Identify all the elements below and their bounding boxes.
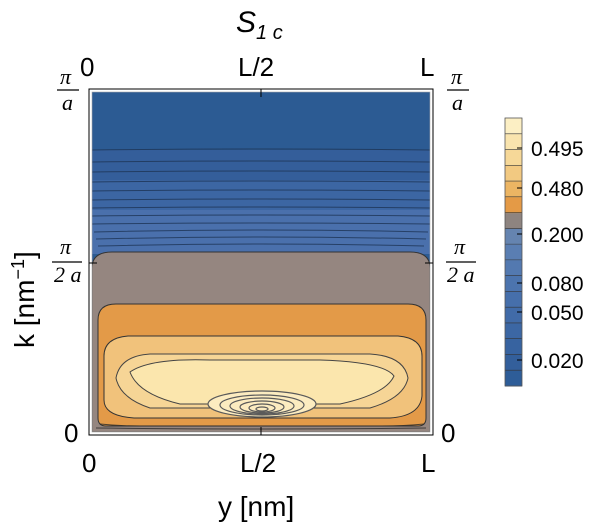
peak-contour-rings xyxy=(207,390,317,418)
svg-text:π: π xyxy=(454,234,466,259)
peak-region xyxy=(129,359,395,405)
blue-band-3 xyxy=(92,210,430,254)
right-y-tick-pi-over-a: π a xyxy=(447,64,469,115)
colorbar-tick-label: 0.080 xyxy=(531,273,584,296)
colorbar-band xyxy=(505,322,522,340)
colorbar: 0.495 0.480 0.200 0.080 0.050 0.020 xyxy=(504,117,584,387)
colorbar-band xyxy=(505,149,522,166)
left-y-tick-pi-over-2a: π 2 a xyxy=(52,234,82,287)
colorbar-band xyxy=(505,133,522,151)
svg-text:a: a xyxy=(452,90,463,115)
colorbar-tick-label: 0.200 xyxy=(531,224,584,247)
colorbar-band xyxy=(505,259,522,277)
plot-area xyxy=(92,92,430,432)
colorbar-frame xyxy=(504,117,523,387)
svg-text:π: π xyxy=(60,234,72,259)
colorbar-band xyxy=(505,181,522,198)
colorbar-band xyxy=(505,275,522,292)
y-axis-label: k [nm−1] xyxy=(8,251,40,348)
svg-text:π: π xyxy=(60,64,72,89)
svg-text:π: π xyxy=(451,64,463,89)
colorbar-band xyxy=(505,228,522,245)
left-y-tick-0: 0 xyxy=(64,418,78,448)
colorbar-band xyxy=(505,291,522,308)
left-y-tick-pi-over-a: π a xyxy=(57,64,79,115)
colorbar-tick-label: 0.495 xyxy=(531,138,584,161)
colorbar-band xyxy=(505,165,522,182)
colorbar-band xyxy=(505,307,522,324)
bottom-x-tick-0: 0 xyxy=(82,448,96,478)
colorbar-tick-label: 0.050 xyxy=(531,302,584,325)
blue-band-1 xyxy=(92,150,430,180)
svg-text:2 a: 2 a xyxy=(447,262,475,287)
colorbar-band xyxy=(505,354,522,371)
svg-text:2 a: 2 a xyxy=(54,262,82,287)
colorbar-band xyxy=(505,212,522,229)
colorbar-band xyxy=(505,370,522,387)
colorbar-band xyxy=(505,196,522,214)
bottom-x-tick-mid: L/2 xyxy=(240,448,276,478)
top-x-tick-mid: L/2 xyxy=(238,52,274,82)
blue-contour-lines xyxy=(92,148,430,247)
bottom-x-tick-L: L xyxy=(421,448,435,478)
colorbar-band xyxy=(505,118,522,135)
chart-title: S1 c xyxy=(236,6,283,44)
blue-band-2 xyxy=(92,180,430,210)
colorbar-tick-label: 0.020 xyxy=(531,350,584,373)
frame-ticks xyxy=(89,89,433,435)
right-y-tick-0: 0 xyxy=(441,418,455,448)
colorbar-band xyxy=(505,244,522,261)
x-axis-label: y [nm] xyxy=(218,491,294,522)
svg-text:a: a xyxy=(62,90,73,115)
top-x-tick-L: L xyxy=(420,52,434,82)
right-y-tick-pi-over-2a: π 2 a xyxy=(446,234,476,287)
top-x-tick-0: 0 xyxy=(80,52,94,82)
colorbar-band xyxy=(505,338,522,355)
colorbar-tick-label: 0.480 xyxy=(531,178,584,201)
